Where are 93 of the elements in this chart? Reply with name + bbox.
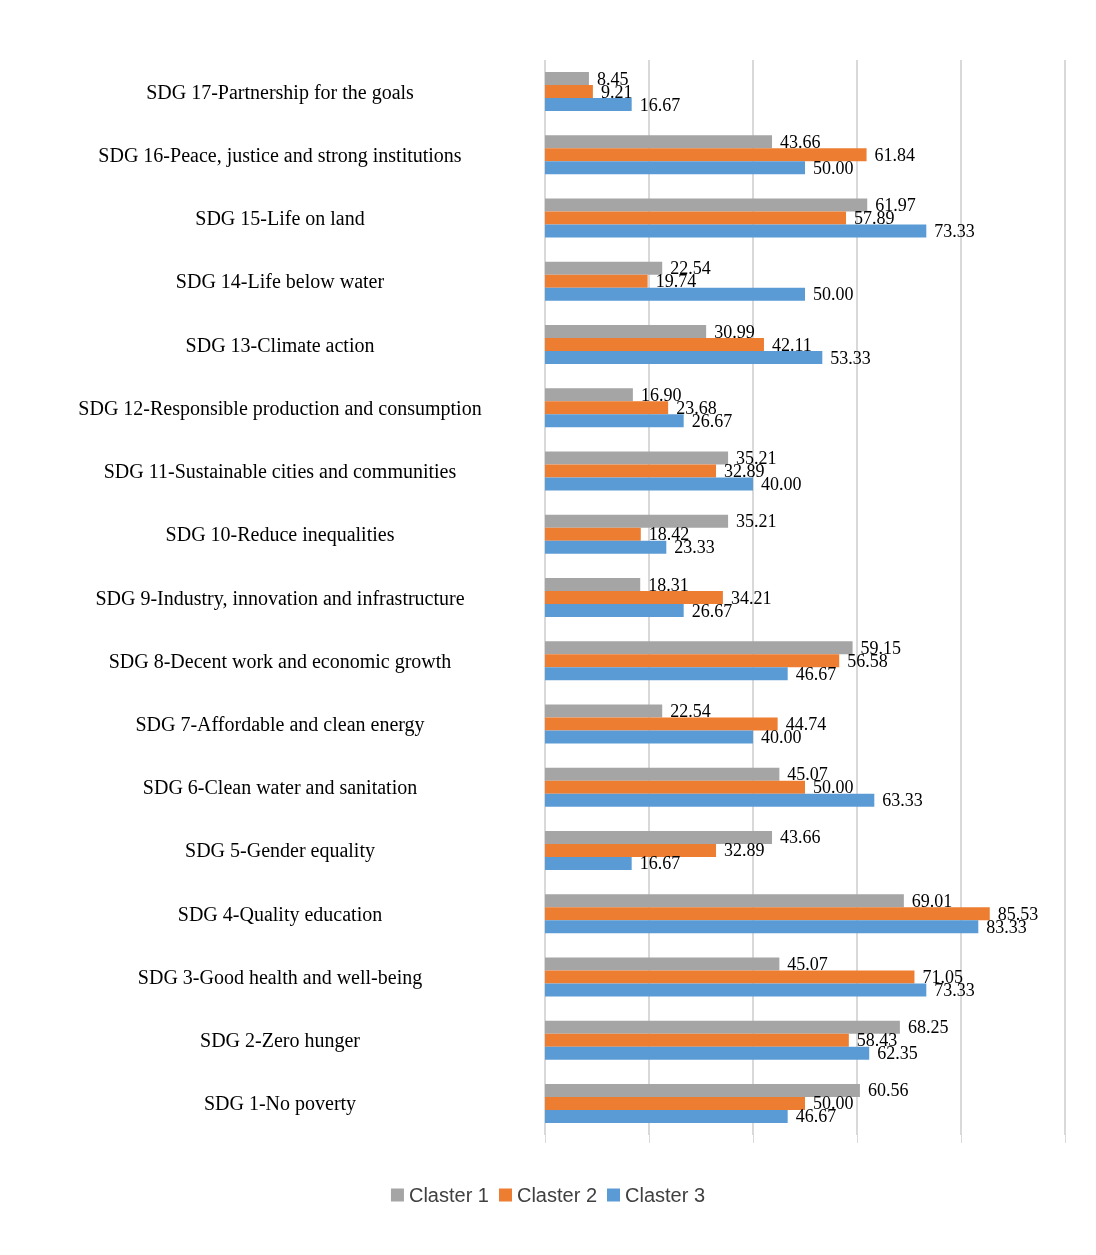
bar [545, 287, 805, 301]
y-tick-label: SDG 4-Quality education [177, 902, 383, 926]
y-tick-label: SDG 5-Gender equality [185, 839, 375, 863]
bar [545, 388, 633, 402]
data-label: 46.67 [795, 663, 837, 684]
data-label: 50.00 [813, 284, 854, 305]
y-tick-label: SDG 12-Responsible production and consumption [78, 396, 482, 420]
bar [545, 98, 632, 112]
bar [545, 135, 773, 149]
bar [545, 957, 780, 971]
y-tick-label: SDG 15-Life on land [195, 207, 365, 230]
data-label: 68.25 [907, 1017, 949, 1038]
bar [545, 261, 663, 275]
data-label: 43.66 [780, 131, 821, 152]
data-label: 73.33 [934, 221, 975, 242]
bar [545, 527, 641, 541]
y-tick-label: SDG 11-Sustainable cities and communities [103, 460, 457, 483]
bar [545, 894, 904, 908]
bar [545, 401, 669, 415]
bar [545, 780, 805, 794]
y-tick-label: SDG 2-Zero hunger [200, 1029, 361, 1053]
bar [545, 451, 729, 465]
bar [545, 641, 853, 655]
bar [545, 970, 915, 984]
bar [545, 604, 684, 617]
bar [545, 477, 753, 491]
y-tick-label: SDG 7-Affordable and clean energy [135, 712, 425, 736]
bar [545, 161, 805, 175]
bar [545, 767, 780, 781]
y-tick-label: SDG 13-Climate action [185, 333, 375, 356]
bar [545, 1096, 805, 1110]
data-label: 61.84 [874, 144, 916, 165]
legend-label: Claster 3 [625, 1184, 706, 1206]
y-tick-label: SDG 17-Partnership for the goals [146, 80, 415, 104]
bar [545, 983, 927, 997]
bar [545, 591, 723, 604]
bar [545, 148, 867, 162]
bar [545, 830, 773, 844]
data-label: 35.21 [736, 511, 777, 532]
y-tick-label: SDG 9-Industry, innovation and infrastructure [95, 586, 465, 610]
bar [545, 856, 632, 870]
y-tick-label: SDG 10-Reduce inequalities [165, 523, 395, 547]
bar [545, 920, 979, 934]
bar [545, 211, 847, 225]
bar [545, 1033, 849, 1047]
data-label: 26.67 [691, 600, 733, 621]
bar [545, 667, 788, 681]
bar [545, 198, 868, 212]
bar [545, 85, 593, 99]
bar [545, 654, 840, 668]
data-label: 30.99 [714, 321, 755, 342]
data-label: 16.67 [639, 853, 681, 874]
data-label: 32.89 [724, 840, 765, 861]
data-label: 45.07 [787, 953, 828, 974]
y-tick-label: SDG 8-Decent work and economic growth [108, 649, 452, 673]
data-label: 63.33 [882, 790, 923, 811]
data-label: 16.67 [639, 94, 681, 115]
bar [545, 224, 927, 238]
bar [545, 414, 684, 428]
bar [545, 578, 641, 591]
data-label: 60.56 [867, 1080, 909, 1101]
y-tick-label: SDG 16-Peace, justice and strong institutions [98, 143, 462, 167]
bar [545, 793, 875, 807]
bar [545, 717, 778, 731]
bar [545, 338, 764, 352]
data-label: 69.01 [911, 890, 953, 911]
data-label: 53.33 [830, 347, 871, 368]
legend-label: Claster 1 [408, 1184, 489, 1206]
data-label: 43.66 [780, 827, 821, 848]
y-tick-label: SDG 14-Life below water [175, 270, 385, 293]
bar [545, 843, 717, 857]
legend-label: Claster 2 [516, 1184, 598, 1206]
bar [545, 1046, 870, 1060]
data-label: 22.54 [670, 700, 711, 721]
bar [545, 514, 729, 528]
data-label: 18.31 [648, 574, 689, 595]
bar [545, 72, 589, 86]
y-tick-label: SDG 6-Clean water and sanitation [142, 776, 418, 799]
bar [545, 907, 990, 921]
bar [545, 1020, 900, 1034]
bar [545, 540, 667, 554]
bar [545, 730, 753, 744]
bar [545, 1083, 860, 1097]
bar [545, 1109, 788, 1123]
data-label: 42.11 [771, 334, 812, 355]
bar [545, 325, 707, 339]
bar [545, 351, 823, 365]
bar [545, 464, 717, 478]
y-tick-label: SDG 1-No poverty [203, 1092, 357, 1116]
data-label: 50.00 [813, 157, 854, 178]
bar [545, 704, 663, 718]
y-tick-label: SDG 3-Good health and well-being [137, 965, 423, 989]
bar [545, 274, 648, 288]
